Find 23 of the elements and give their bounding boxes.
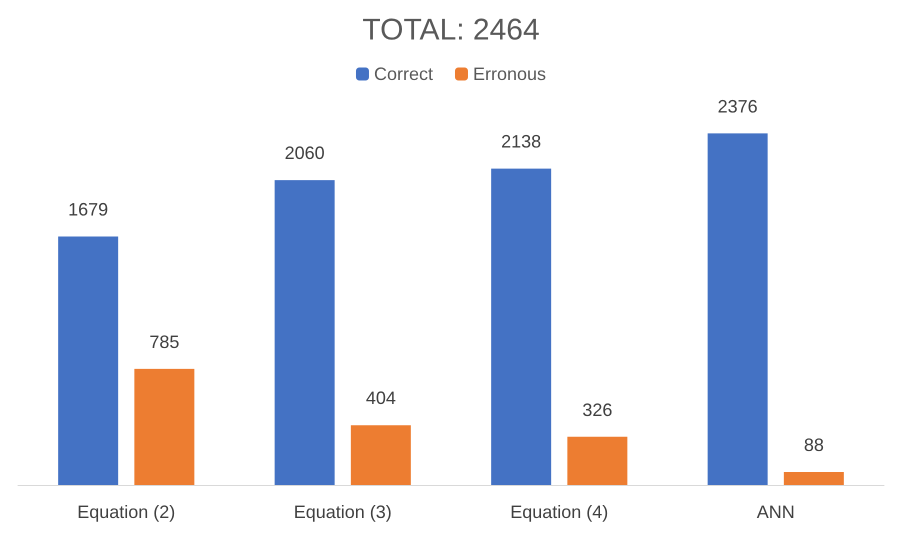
data-label: 2060 [284, 143, 325, 164]
data-label: 2138 [501, 132, 542, 152]
x-tick-label: Equation (4) [510, 502, 608, 522]
data-label: 88 [804, 434, 824, 455]
bar [134, 368, 194, 485]
bar [58, 236, 118, 485]
bar [350, 425, 411, 485]
bar [274, 180, 335, 485]
legend-label: Erronous [472, 64, 546, 84]
data-label: 1679 [68, 200, 108, 220]
data-label: 2376 [718, 96, 758, 116]
bar [708, 133, 768, 485]
legend-label: Correct [374, 64, 433, 84]
x-tick-label: Equation (2) [77, 502, 176, 522]
data-label: 785 [149, 332, 180, 352]
data-label: 404 [366, 388, 396, 408]
bar [567, 436, 628, 485]
x-tick-label: Equation (3) [294, 502, 392, 522]
bar [491, 168, 552, 485]
data-label: 326 [582, 400, 612, 420]
bar [784, 472, 844, 485]
x-tick-label: ANN [756, 502, 795, 522]
chart-title: TOTAL: 2464 [362, 14, 540, 46]
